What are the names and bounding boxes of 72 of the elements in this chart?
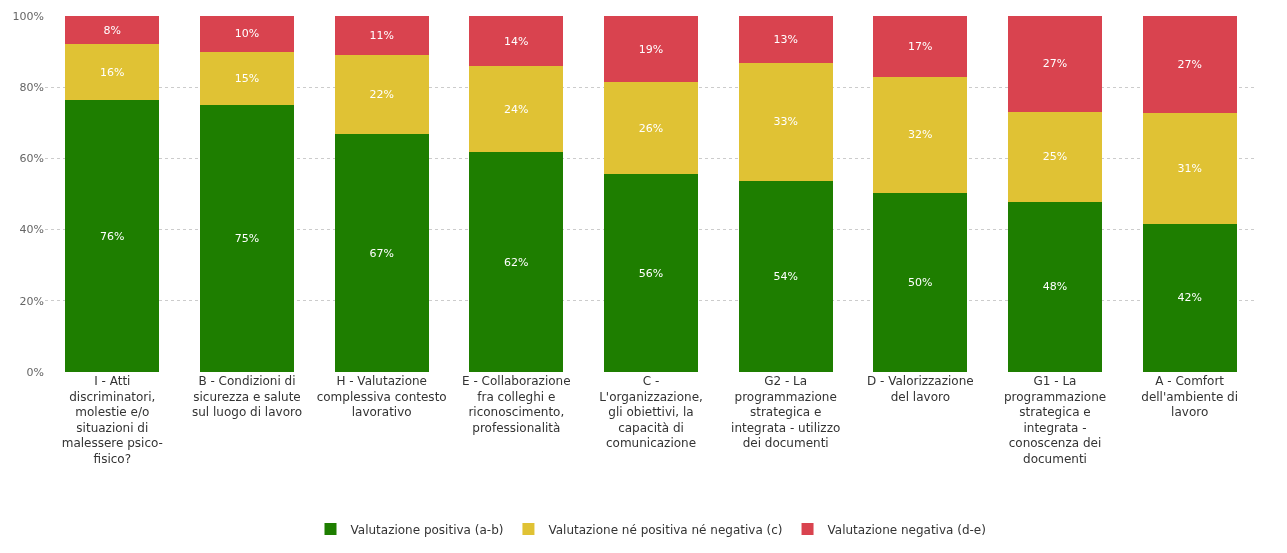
bar <box>469 66 564 153</box>
data-label: 48% <box>1042 280 1068 294</box>
y-tick-label: 20% <box>19 294 44 308</box>
bar <box>1007 201 1103 372</box>
y-tick-label: 40% <box>19 223 44 237</box>
x-tick-label: D - Valorizzazione del lavoro <box>866 374 974 404</box>
bar <box>469 16 564 67</box>
x-tick-label: G2 - La programmazione strategica e integrata - utilizzo dei documenti <box>731 374 841 451</box>
legend-label: Valutazione né positiva né negativa (c) <box>548 522 783 537</box>
bar <box>469 152 564 372</box>
bar <box>603 82 699 175</box>
data-label: 11% <box>369 28 394 42</box>
data-label: 13% <box>773 32 798 46</box>
bar <box>1007 16 1103 112</box>
bar <box>1142 112 1237 224</box>
data-label: 8% <box>103 23 122 37</box>
x-tick-label: I - Atti discriminatori, molestie e/o situazioni di malessere psico-fisico? <box>61 374 163 466</box>
data-label: 26% <box>638 121 664 135</box>
data-label: 31% <box>1177 161 1202 175</box>
data-label: 24% <box>504 102 529 116</box>
bar <box>1007 111 1103 202</box>
data-label: 22% <box>369 88 394 101</box>
data-label: 17% <box>908 40 933 54</box>
bar <box>873 192 968 372</box>
legend-label: Valutazione positiva (a-b) <box>350 522 504 537</box>
bar <box>334 134 429 372</box>
bar <box>65 100 160 372</box>
bar <box>199 105 295 372</box>
y-tick-label: 100% <box>12 9 44 23</box>
x-tick-label: H - Valutazione complessiva contesto lavorativo <box>316 374 447 420</box>
bar <box>873 16 968 78</box>
data-label: 75% <box>234 232 260 245</box>
data-label: 33% <box>773 115 798 129</box>
data-label: 27% <box>1042 57 1068 71</box>
bar <box>873 77 968 193</box>
data-label: 14% <box>504 34 529 48</box>
x-tick-label: A - Comfort dell'ambiente di lavoro <box>1141 374 1239 420</box>
x-tick-label: B - Condizioni di sicurezza e salute sul luogo di lavoro <box>192 374 302 420</box>
x-tick-label: G1 - La programmazione strategica e integrata - conoscenza dei documenti <box>1003 374 1107 466</box>
x-tick-label: C - L'organizzazione, gli obiettivi, la capacità di comunicazione <box>599 374 703 451</box>
bar <box>738 181 833 372</box>
data-label: 42% <box>1177 291 1202 305</box>
bar <box>334 54 429 135</box>
data-label: 16% <box>100 65 125 79</box>
bar <box>738 16 833 63</box>
y-tick-label: 0% <box>26 365 44 379</box>
y-tick-label: 60% <box>19 152 44 166</box>
data-label: 32% <box>908 128 933 142</box>
data-label: 25% <box>1042 150 1068 164</box>
x-tick-label: E - Collaborazione fra colleghi e riconoscimento, professionalità <box>462 374 571 435</box>
data-label: 56% <box>638 266 664 280</box>
data-label: 67% <box>369 246 394 260</box>
data-label: 54% <box>773 270 798 284</box>
bar <box>199 51 295 105</box>
bar <box>738 62 833 182</box>
bar <box>1142 16 1237 113</box>
data-label: 10% <box>234 27 260 41</box>
bar <box>334 16 429 55</box>
bar <box>1142 223 1237 372</box>
bar <box>65 44 160 101</box>
bar <box>65 16 160 45</box>
data-label: 19% <box>638 42 664 56</box>
data-label: 76% <box>100 229 125 243</box>
bar <box>199 16 295 52</box>
bar <box>603 174 699 372</box>
data-label: 50% <box>908 275 933 289</box>
data-label: 27% <box>1177 58 1202 72</box>
legend-label: Valutazione negativa (d-e) <box>827 522 986 537</box>
y-tick-label: 80% <box>19 81 44 95</box>
data-label: 15% <box>234 71 260 85</box>
data-label: 62% <box>504 255 529 269</box>
bar <box>603 16 699 83</box>
